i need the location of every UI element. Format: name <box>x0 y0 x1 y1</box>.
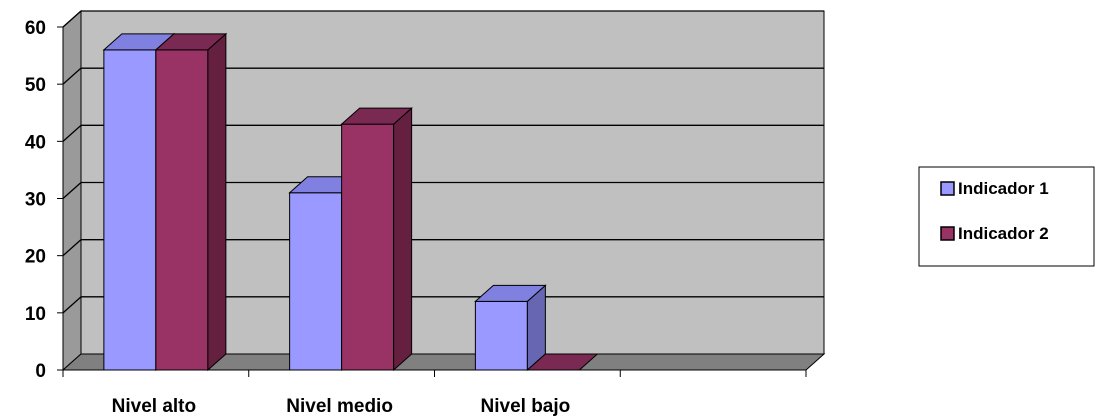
bar-nivel-alto-1-front <box>103 49 157 371</box>
bar-nivel-bajo-1-top <box>474 284 547 302</box>
legend-swatch <box>940 181 955 196</box>
y-tick-label: 30 <box>25 190 46 211</box>
x-axis-categories: Nivel alto Nivel medio Nivel bajo <box>112 396 571 416</box>
bar-nivel-bajo-1-front <box>474 300 528 371</box>
legend-label: Indicador 2 <box>958 224 1049 243</box>
x-category-label: Nivel alto <box>112 396 196 416</box>
y-tick-label: 50 <box>25 75 46 96</box>
gridline-side <box>62 67 82 85</box>
bar-nivel-alto-2-side <box>207 32 227 372</box>
legend-label: Indicador 1 <box>958 179 1049 198</box>
legend-swatch <box>940 226 955 241</box>
bar-nivel-medio-1-front <box>289 192 343 371</box>
bar-nivel-medio-2-top <box>340 107 413 125</box>
y-tick-label: 10 <box>25 304 46 325</box>
gridline-side <box>62 296 82 314</box>
bar-nivel-alto-2 <box>154 32 228 372</box>
x-category-label: Nivel medio <box>286 396 393 416</box>
gridline-side <box>62 182 82 199</box>
gridline-side <box>62 10 82 28</box>
x-category-label: Nivel bajo <box>481 396 571 416</box>
y-axis-ticks: 0 10 20 30 40 50 60 <box>25 18 46 382</box>
gridline-side <box>62 239 82 257</box>
bar-nivel-medio-2 <box>340 107 413 372</box>
y-tick-label: 60 <box>25 18 46 39</box>
bar-nivel-alto-2-top <box>154 33 228 51</box>
axes <box>57 26 807 377</box>
bars <box>102 32 599 372</box>
bar-nivel-bajo-1 <box>474 284 547 372</box>
bar-nivel-medio-2-front <box>341 123 395 371</box>
y-tick-label: 0 <box>35 361 46 382</box>
y-tick-label: 20 <box>25 247 46 268</box>
gridline-side <box>62 124 82 142</box>
bar-nivel-alto-2-front <box>155 49 209 371</box>
bar-nivel-medio-2-side <box>393 107 413 372</box>
legend: Indicador 1 Indicador 2 <box>918 166 1095 267</box>
y-tick-label: 40 <box>25 132 46 153</box>
